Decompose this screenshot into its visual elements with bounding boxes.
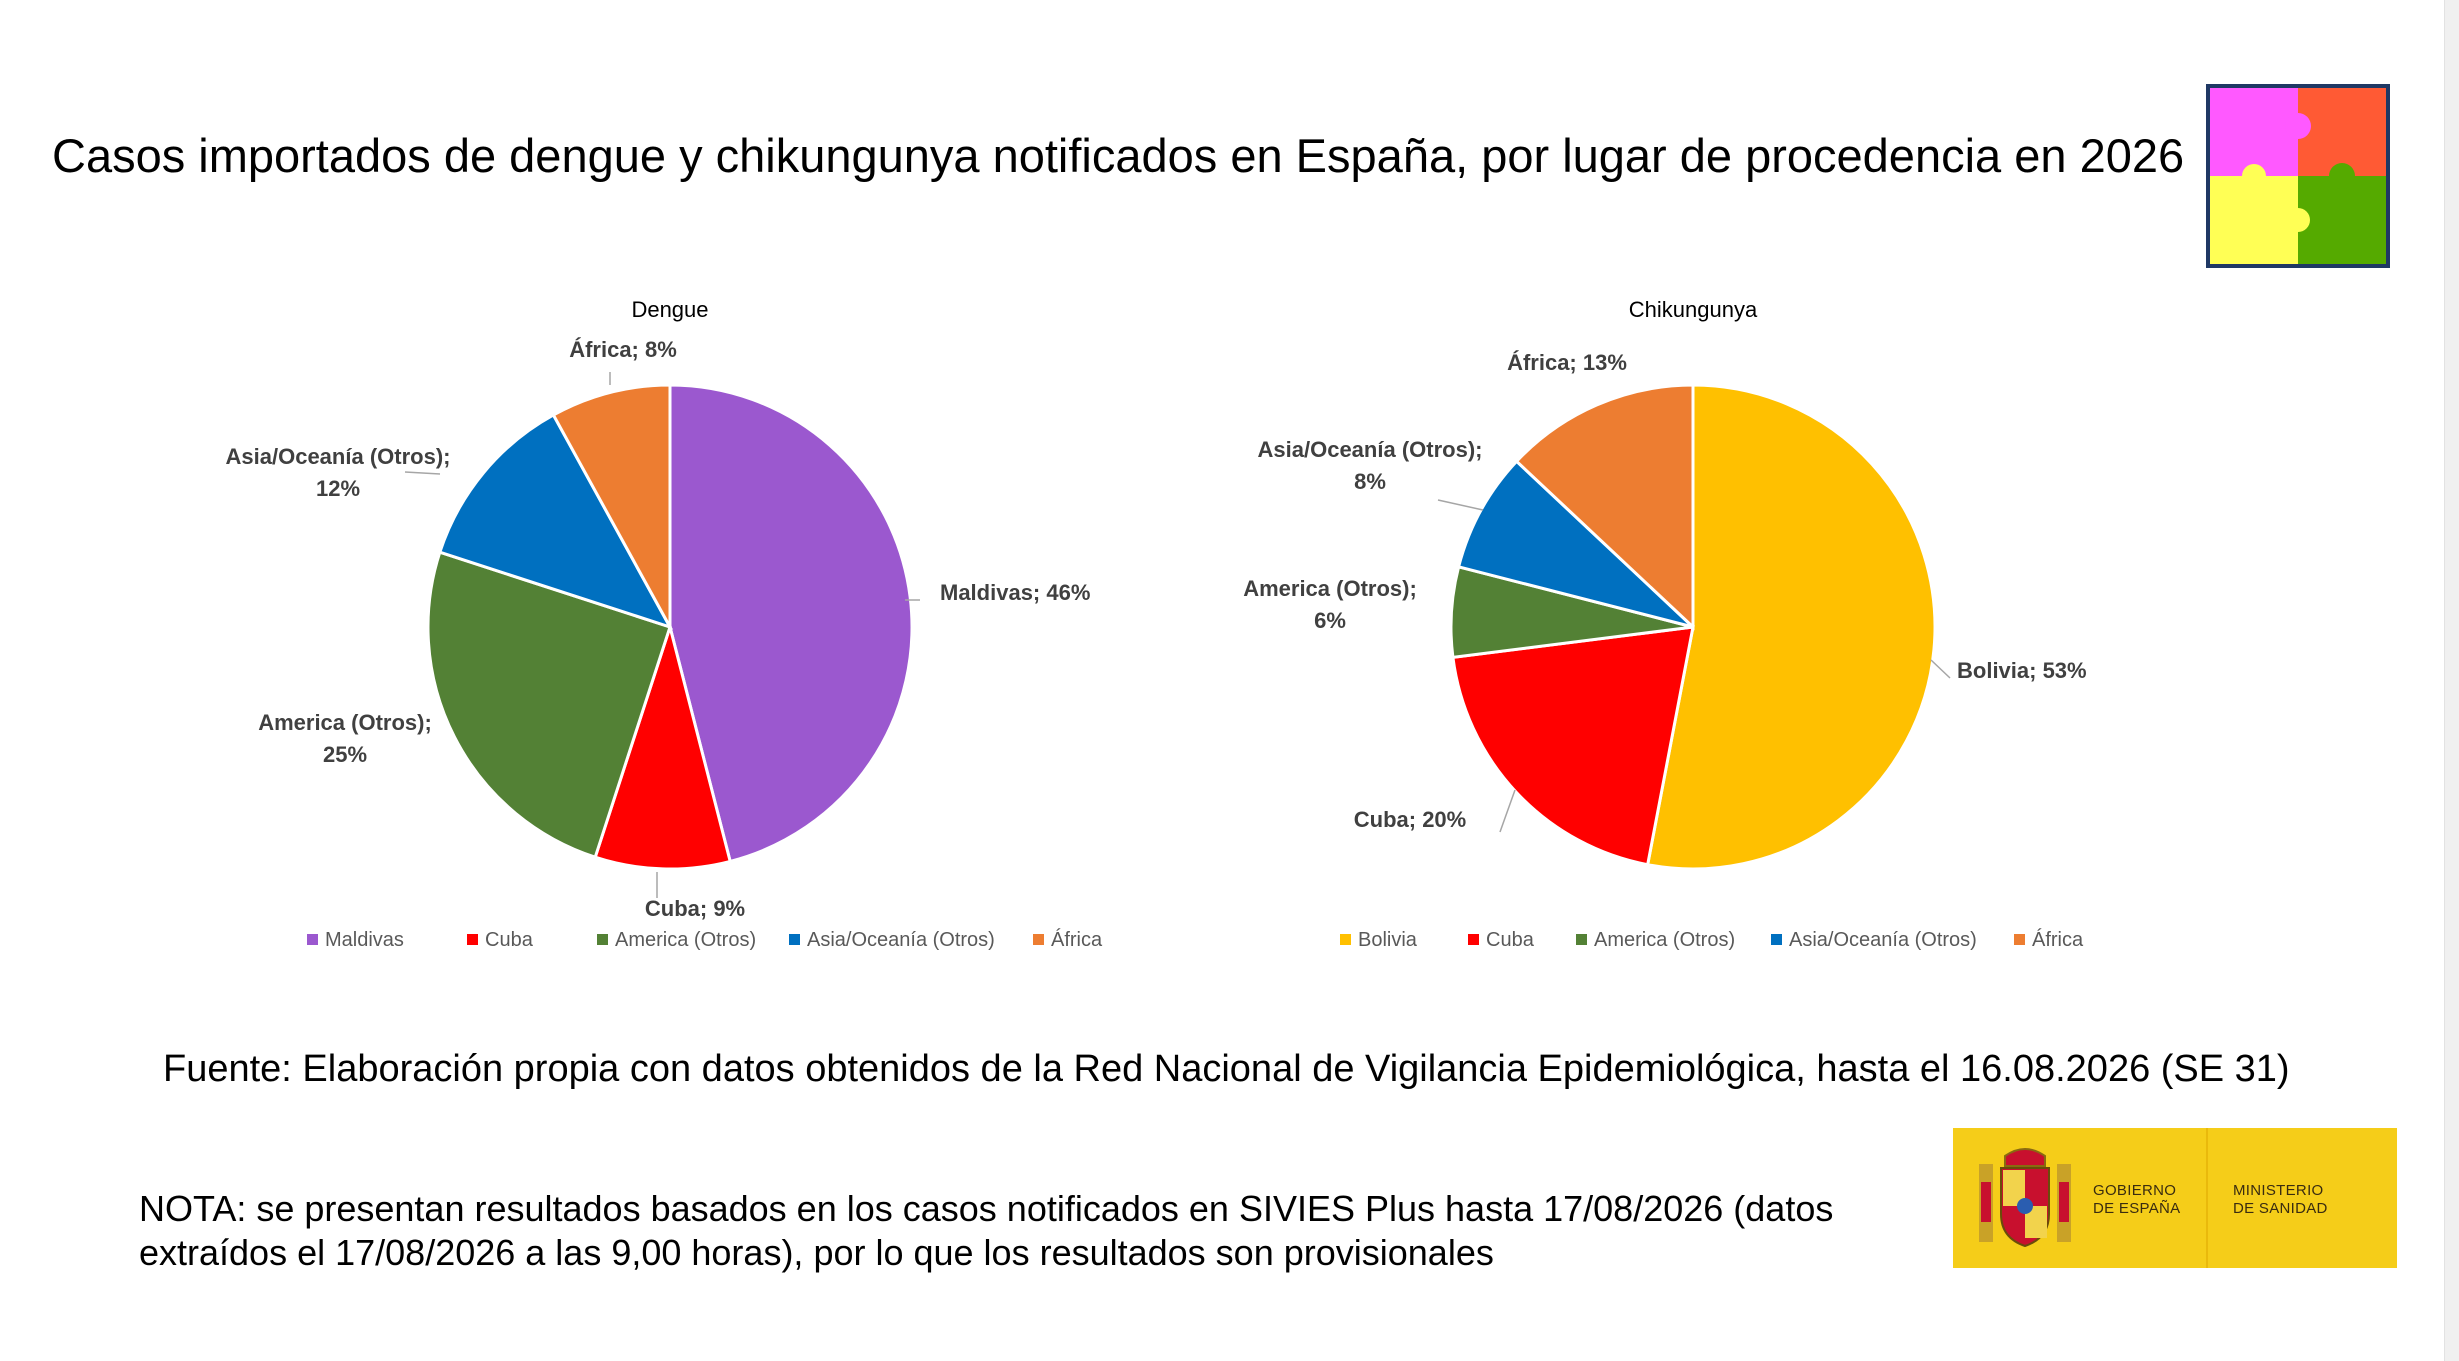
vertical-scrollbar[interactable] [2444,0,2459,1361]
legend-swatch [597,934,608,945]
puzzle-piece-4 [2298,176,2386,264]
pie-slice-america-otros- [426,550,672,860]
pie-slice-bolivia [1645,383,1937,871]
legend-label: Asia/Oceanía (Otros) [1789,929,1977,951]
puzzle-knob-2 [2329,163,2355,189]
gobierno-logo: GOBIERNO DE ESPAÑA MINISTERIO DE SANIDAD [1953,1128,2397,1268]
gobierno-text: GOBIERNO DE ESPAÑA [2093,1182,2181,1217]
puzzle-piece-2 [2298,88,2386,176]
puzzle-piece-3 [2210,176,2298,264]
legend-label: África [1051,928,1103,951]
legend-swatch [1468,934,1479,945]
pie-slice-asia-ocean-a-otros- [437,412,674,630]
legend-label: Cuba [485,929,534,951]
legend-label: África [2032,928,2084,951]
pie-chart-1: Dengue Maldivas; 46% Cuba; 9% America (Otro… [226,297,1103,951]
legend-label: Bolivia [1358,929,1418,951]
legend-swatch [467,934,478,945]
pie-chart-2: Chikungunya Bolivia; 53% Cuba; 20% America … [1243,297,2086,951]
data-label: Asia/Oceanía (Otros); 8% [1258,437,1483,494]
puzzle-knob-3 [2242,164,2266,188]
data-label: Bolivia; 53% [1957,658,2087,683]
puzzle-logo [2206,84,2390,268]
pie-slice-cuba [593,621,733,871]
legend-label: America (Otros) [615,929,756,951]
puzzle-knob-1 [2285,113,2311,139]
source-text: Fuente: Elaboración propia con datos obt… [163,1048,2290,1090]
legend-swatch [1033,934,1044,945]
pie-slice-maldivas [668,383,914,864]
puzzle-piece-1 [2210,88,2298,176]
legend-swatch [1771,934,1782,945]
pie-slice--frica [1514,383,1695,631]
legend-label: Cuba [1486,929,1535,951]
note-text: NOTA: se presentan resultados basados en… [139,1188,1834,1273]
page-title: Casos importados de dengue y chikungunya… [52,129,2185,182]
pie-slice--frica [551,383,672,628]
legend-swatch [1340,934,1351,945]
leader-line [1437,499,1484,511]
data-label: África; 13% [1507,350,1627,375]
legend-swatch [307,934,318,945]
data-label: America (Otros); 6% [1243,576,1417,633]
pie-slice-cuba [1451,625,1695,867]
data-label: America (Otros); 25% [258,710,432,767]
chart-title: Chikungunya [1629,297,1758,322]
legend-label: Maldivas [325,929,404,951]
puzzle-knob-4 [2286,208,2310,232]
legend-swatch [1576,934,1587,945]
logo-divider [2206,1128,2208,1268]
legend-label: Asia/Oceanía (Otros) [807,929,995,951]
coat-of-arms-icon [1979,1148,2071,1248]
pie-slice-asia-ocean-a-otros- [1456,459,1695,629]
ministerio-text: MINISTERIO DE SANIDAD [2233,1182,2328,1217]
legend-label: America (Otros) [1594,929,1735,951]
data-label: Asia/Oceanía (Otros); 12% [226,444,451,501]
chart-title: Dengue [631,297,708,322]
leader-line [1499,789,1516,833]
legend-swatch [789,934,800,945]
data-label: Cuba; 20% [1354,807,1466,832]
data-label: África; 8% [569,337,677,362]
data-label: Maldivas; 46% [940,580,1090,605]
legend-swatch [2014,934,2025,945]
leader-line [404,471,441,475]
data-label: Cuba; 9% [645,896,745,921]
leader-line [1930,659,1951,679]
